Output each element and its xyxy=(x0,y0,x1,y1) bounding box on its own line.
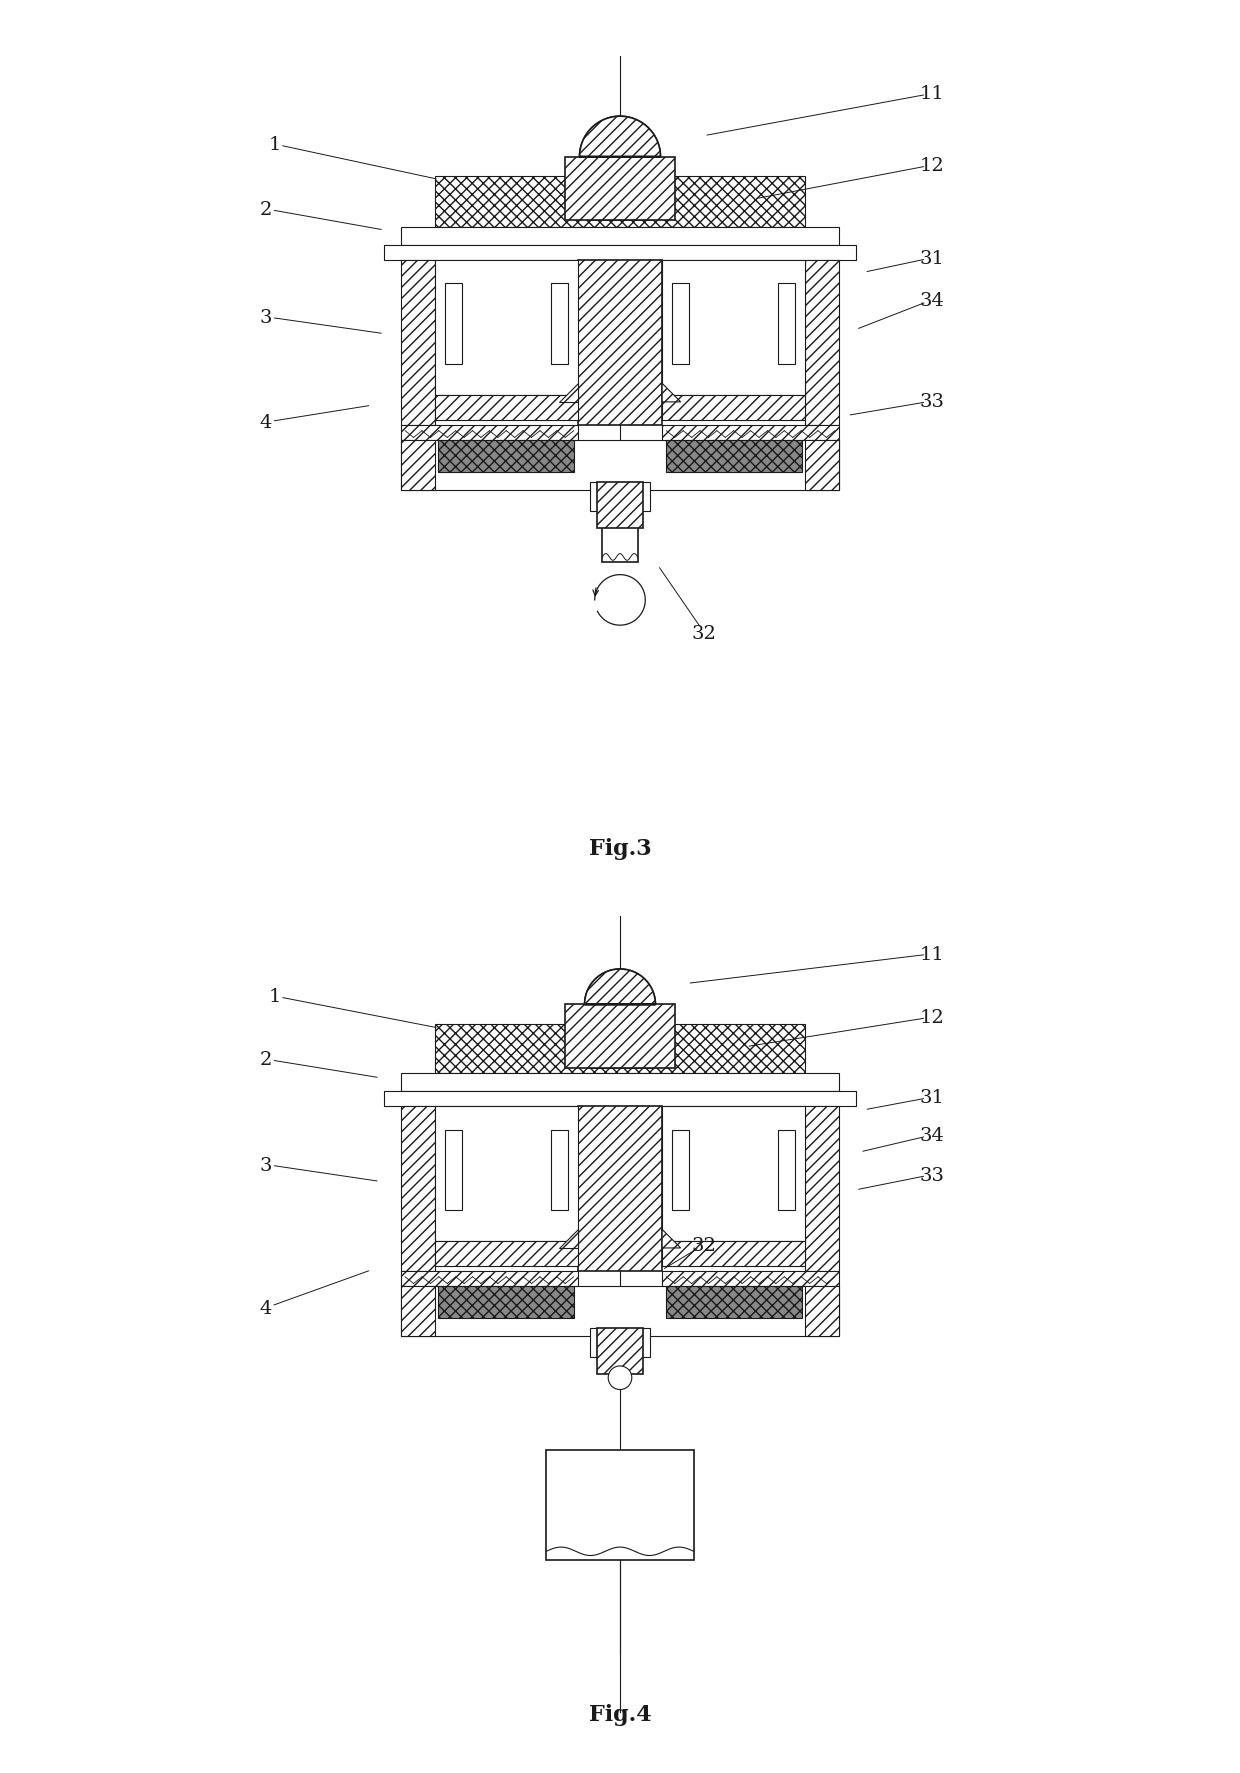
Bar xyxy=(434,395,578,422)
Text: 33: 33 xyxy=(919,1167,945,1184)
Polygon shape xyxy=(559,1230,578,1248)
Bar xyxy=(384,246,856,261)
Text: 2: 2 xyxy=(260,1051,273,1069)
Bar xyxy=(445,284,461,363)
Bar xyxy=(806,261,839,426)
Text: 3: 3 xyxy=(260,309,273,326)
Bar xyxy=(590,1328,650,1358)
Bar xyxy=(551,284,568,363)
Polygon shape xyxy=(584,970,656,1005)
Text: 12: 12 xyxy=(919,1009,944,1027)
Polygon shape xyxy=(662,1230,681,1248)
Bar xyxy=(662,1106,806,1241)
Bar xyxy=(806,440,839,491)
Bar xyxy=(401,440,434,491)
Bar xyxy=(779,284,795,363)
Bar xyxy=(551,1129,568,1209)
Bar xyxy=(672,284,689,363)
Text: Fig.3: Fig.3 xyxy=(589,837,651,860)
Bar xyxy=(401,227,839,246)
Bar xyxy=(401,1271,578,1285)
Bar xyxy=(401,1073,839,1092)
Text: 31: 31 xyxy=(919,250,944,268)
Bar xyxy=(401,1106,434,1271)
Bar xyxy=(401,426,578,440)
Bar xyxy=(547,1450,693,1560)
Polygon shape xyxy=(579,117,661,158)
Bar xyxy=(401,1285,434,1337)
Bar xyxy=(434,1025,806,1073)
Text: 34: 34 xyxy=(919,293,944,310)
Bar xyxy=(401,1285,839,1337)
Bar xyxy=(578,1106,662,1271)
Text: 32: 32 xyxy=(692,1236,717,1254)
Bar xyxy=(434,177,806,227)
Text: 32: 32 xyxy=(692,624,717,642)
Polygon shape xyxy=(579,117,661,158)
Text: 34: 34 xyxy=(919,1126,944,1144)
Bar xyxy=(578,261,662,426)
Text: 4: 4 xyxy=(260,413,273,433)
Text: 3: 3 xyxy=(260,1156,273,1174)
Bar xyxy=(438,1285,574,1317)
Bar xyxy=(565,1005,675,1067)
Text: 2: 2 xyxy=(260,200,273,218)
Text: 1: 1 xyxy=(268,988,280,1005)
Polygon shape xyxy=(584,970,656,1005)
Bar xyxy=(384,1092,856,1106)
Bar xyxy=(662,261,806,395)
Text: 12: 12 xyxy=(919,158,944,176)
Bar xyxy=(401,261,434,426)
Text: Fig.4: Fig.4 xyxy=(589,1702,651,1725)
Text: 11: 11 xyxy=(919,85,944,103)
Circle shape xyxy=(608,1367,632,1390)
Text: 11: 11 xyxy=(919,945,944,963)
Bar xyxy=(662,1241,806,1266)
Bar xyxy=(806,1106,839,1271)
Bar xyxy=(662,395,806,422)
Bar xyxy=(779,1129,795,1209)
Bar xyxy=(596,1328,644,1374)
Bar xyxy=(806,1285,839,1337)
Text: 33: 33 xyxy=(919,394,945,411)
Polygon shape xyxy=(662,385,681,402)
Bar xyxy=(445,1129,461,1209)
Bar xyxy=(603,512,637,562)
Bar xyxy=(589,158,651,222)
Bar xyxy=(662,426,839,440)
Bar xyxy=(438,440,574,473)
Bar xyxy=(662,1271,839,1285)
Bar xyxy=(434,1106,578,1241)
Text: 31: 31 xyxy=(919,1089,944,1106)
Bar xyxy=(590,482,650,512)
Bar xyxy=(672,1129,689,1209)
Bar xyxy=(401,440,839,491)
Bar xyxy=(666,1285,802,1317)
Bar xyxy=(434,261,578,395)
Polygon shape xyxy=(559,385,578,402)
Text: 4: 4 xyxy=(260,1300,273,1317)
Bar xyxy=(666,440,802,473)
Bar xyxy=(434,1241,578,1266)
Bar xyxy=(596,482,644,528)
Bar xyxy=(565,158,675,222)
Bar xyxy=(589,1005,651,1067)
Text: 1: 1 xyxy=(268,137,280,154)
